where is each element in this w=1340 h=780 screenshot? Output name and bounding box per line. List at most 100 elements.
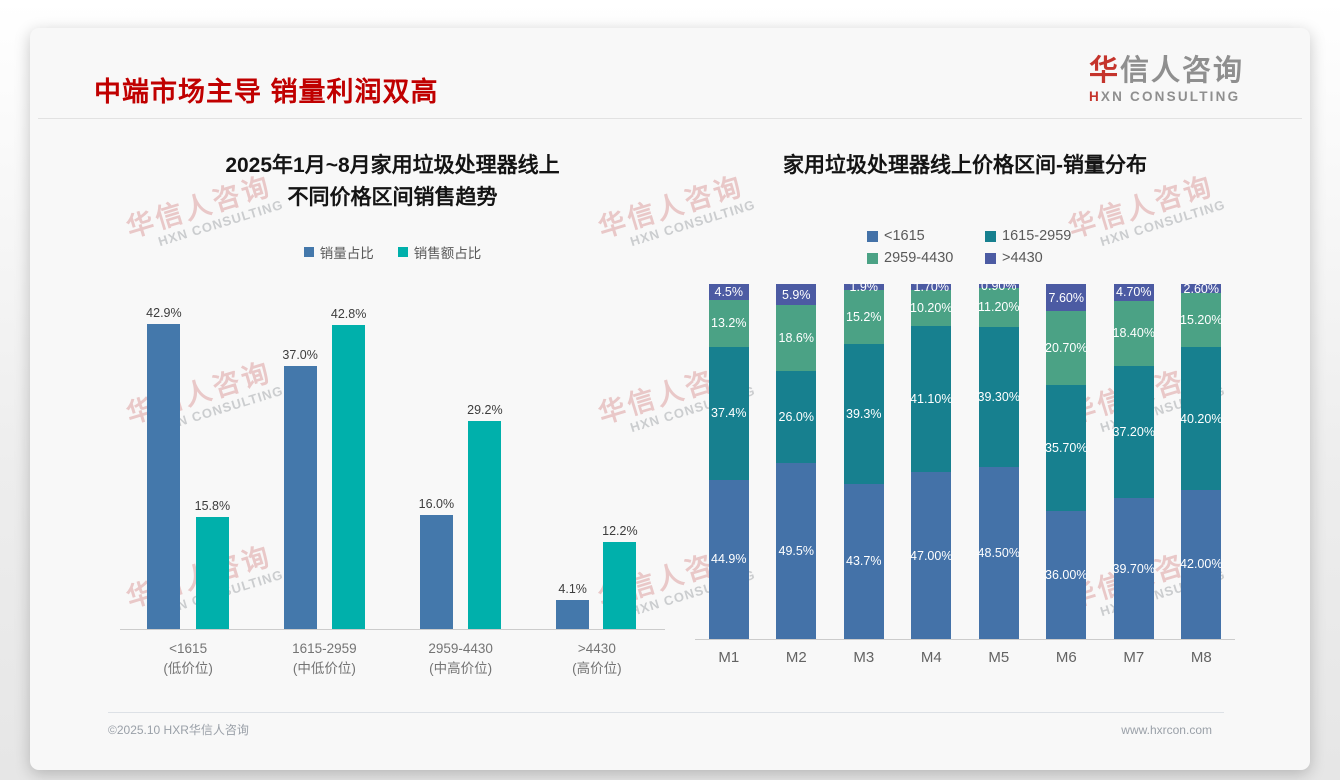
category-label: M7 xyxy=(1123,649,1145,666)
segment-value-label: 47.00% xyxy=(910,548,953,563)
category-label: M3 xyxy=(853,649,875,666)
segment-value-label: 15.20% xyxy=(1180,313,1223,328)
logo-cn-rest: 信人咨询 xyxy=(1119,55,1244,87)
left-chart-legend: 销量占比 销售额占比 xyxy=(120,242,665,262)
segment-value-label: 2.60% xyxy=(1183,281,1219,296)
legend-item: <1615 xyxy=(867,228,985,244)
segment-value-label: 20.70% xyxy=(1045,340,1088,355)
segment-value-label: 18.6% xyxy=(778,331,814,346)
segment-value-label: 1.70% xyxy=(913,280,949,295)
stacked-bar: 0.90% 11.20% 39.30% 48.50% xyxy=(977,279,1020,639)
category-label: M8 xyxy=(1190,649,1212,666)
bar-group: 4.1% 12.2% xyxy=(556,524,638,629)
bar-segment: 26.0% xyxy=(776,371,817,464)
bar-segment: 15.20% xyxy=(1180,293,1223,348)
value-label: 16.0% xyxy=(418,497,455,512)
value-label: 12.2% xyxy=(602,524,638,539)
bar-segment: 43.7% xyxy=(843,483,884,639)
legend-marker xyxy=(867,230,878,242)
segment-value-label: 39.3% xyxy=(846,407,882,422)
segment-value-label: 36.00% xyxy=(1045,568,1088,583)
bar-segment: 7.60% xyxy=(1046,284,1087,312)
segment-value-label: 15.2% xyxy=(846,310,882,325)
right-plot: 4.5% 13.2% 37.4% 44.9% 5.9% 18.6% 26.0% 49.5% 1.… xyxy=(695,279,1236,640)
segment-value-label: 13.2% xyxy=(711,316,747,331)
value-label: 42.9% xyxy=(146,305,182,320)
page-title: 中端市场主导 销量利润双高 xyxy=(94,77,439,107)
bar-segment: 1.9% xyxy=(843,280,884,294)
footer-website: www.hxrcon.com xyxy=(1121,723,1212,737)
watermark-en-text: HXN CONSULTING xyxy=(1098,196,1228,250)
stacked-bar-column: 4.70% 18.40% 37.20% 39.70% xyxy=(1100,284,1168,639)
category-label: M2 xyxy=(785,649,807,666)
segment-value-label: 4.70% xyxy=(1116,285,1152,300)
category-label: M4 xyxy=(920,649,942,666)
bar xyxy=(195,516,229,629)
right-chart-section: 家用垃圾处理器线上价格区间-销量分布 <1615 1615-2959 2959-44… xyxy=(695,150,1235,666)
bar-wrapper: 29.2% xyxy=(467,403,503,629)
bar xyxy=(603,542,637,629)
bar-segment: 41.10% xyxy=(910,326,953,473)
bar-segment: 18.40% xyxy=(1113,300,1155,367)
bar-segment: 39.30% xyxy=(977,327,1020,467)
footer-copyright: ©2025.10 HXR华信人咨询 xyxy=(108,723,249,737)
bar-group-column: 4.1% 12.2% xyxy=(529,524,665,629)
value-label: 42.8% xyxy=(330,306,367,321)
segment-value-label: 42.00% xyxy=(1180,557,1223,572)
stacked-bar: 5.9% 18.6% 26.0% 49.5% xyxy=(776,284,817,639)
slide-card: 中端市场主导 销量利润双高 华信人咨询 HXN CONSULTING 华信人咨询… xyxy=(30,28,1310,770)
stacked-bar-column: 2.60% 15.20% 40.20% 42.00% xyxy=(1168,281,1236,639)
stacked-bar: 1.70% 10.20% 41.10% 47.00% xyxy=(910,280,953,639)
bar-wrapper: 37.0% xyxy=(282,348,318,629)
bar-group-column: 37.0% 42.8% xyxy=(256,307,392,629)
legend-marker xyxy=(867,252,878,264)
category-label: 2959-4430 (中高价位) xyxy=(428,641,493,676)
bar-segment: 18.6% xyxy=(776,305,817,372)
bar-segment: 5.9% xyxy=(776,284,817,306)
company-logo: 华信人咨询 HXN CONSULTING xyxy=(1089,55,1244,104)
bar-segment: 47.00% xyxy=(910,472,953,639)
segment-value-label: 5.9% xyxy=(782,287,811,302)
bar-wrapper: 16.0% xyxy=(419,497,454,629)
stacked-bar: 2.60% 15.20% 40.20% 42.00% xyxy=(1180,281,1223,639)
bar-wrapper: 15.8% xyxy=(195,499,230,629)
bar-segment: 48.50% xyxy=(978,466,1020,639)
bar xyxy=(556,599,590,629)
category-label: >4430 (高价位) xyxy=(572,641,622,676)
bar-segment: 4.70% xyxy=(1113,284,1154,301)
category-label: 1615-2959 (中低价位) xyxy=(292,641,357,676)
header-divider xyxy=(38,118,1302,119)
value-label: 4.1% xyxy=(558,581,587,596)
bar-segment: 15.2% xyxy=(843,290,884,345)
bar-group: 37.0% 42.8% xyxy=(282,307,366,629)
bar xyxy=(419,515,453,629)
stacked-bar-column: 5.9% 18.6% 26.0% 49.5% xyxy=(763,284,831,639)
bar-segment: 20.70% xyxy=(1045,311,1088,385)
segment-value-label: 41.10% xyxy=(910,392,953,407)
legend-item: 1615-2959 xyxy=(985,228,1071,244)
stacked-bar: 4.5% 13.2% 37.4% 44.9% xyxy=(708,283,749,639)
legend-label: 1615-2959 xyxy=(1002,228,1072,244)
stacked-bar-column: 7.60% 20.70% 35.70% 36.00% xyxy=(1033,284,1101,639)
bar-segment: 35.70% xyxy=(1045,384,1088,512)
segment-value-label: 35.70% xyxy=(1045,440,1088,455)
segment-value-label: 39.30% xyxy=(977,390,1020,405)
stacked-bar-column: 4.5% 13.2% 37.4% 44.9% xyxy=(695,283,763,639)
bar-segment: 42.00% xyxy=(1180,489,1223,639)
stacked-bar-column: 1.70% 10.20% 41.10% 47.00% xyxy=(898,280,966,639)
legend-label: 销量占比 xyxy=(319,246,374,261)
bar-segment: 4.5% xyxy=(708,283,749,300)
legend-item: 销量占比 xyxy=(303,242,374,262)
logo-en-text: HXN CONSULTING xyxy=(1089,89,1244,104)
legend-label: >4430 xyxy=(1002,250,1043,266)
right-x-axis-labels: M1 M2 M3 M4 M5 M6 M7 M8 xyxy=(695,649,1235,666)
legend-marker xyxy=(303,247,314,257)
right-chart-legend: <1615 1615-2959 2959-4430 >4430 xyxy=(867,228,1071,266)
bar-segment: 11.20% xyxy=(978,287,1020,328)
segment-value-label: 11.20% xyxy=(978,300,1020,315)
legend-marker xyxy=(985,230,996,242)
bar xyxy=(147,323,181,629)
bar-segment: 1.70% xyxy=(911,280,952,294)
segment-value-label: 49.5% xyxy=(778,544,814,559)
bar-segment: 49.5% xyxy=(776,463,817,639)
